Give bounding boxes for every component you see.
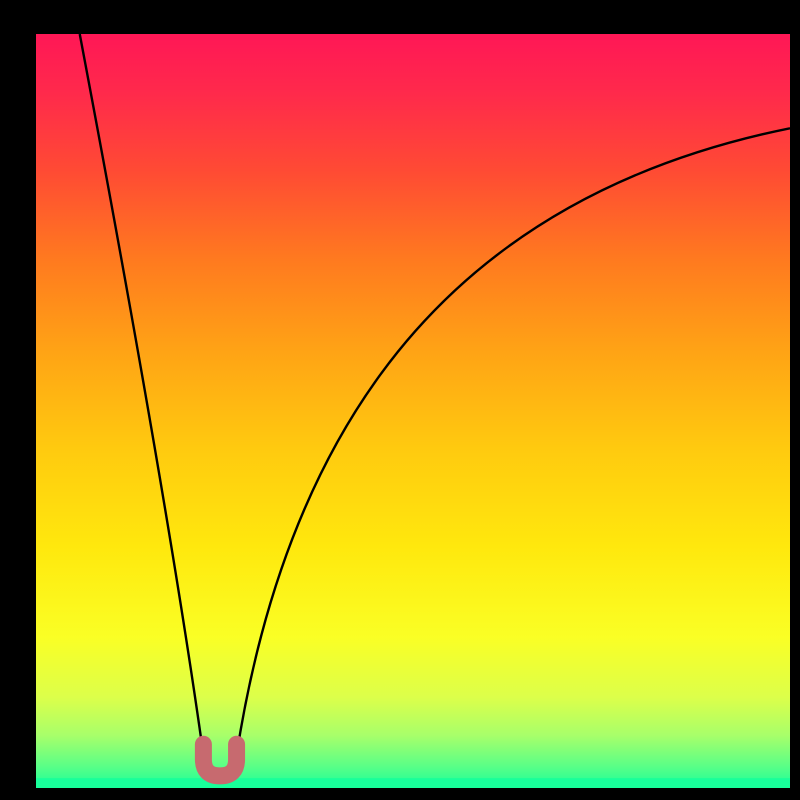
chart-root: TheBottleneck.com bbox=[0, 0, 800, 800]
frame-left bbox=[0, 0, 36, 800]
plot-svg bbox=[36, 34, 790, 788]
frame-right bbox=[790, 0, 800, 800]
frame-top bbox=[0, 0, 800, 34]
green-band bbox=[36, 778, 790, 788]
plot-area bbox=[36, 34, 790, 788]
frame-bottom bbox=[0, 788, 800, 800]
